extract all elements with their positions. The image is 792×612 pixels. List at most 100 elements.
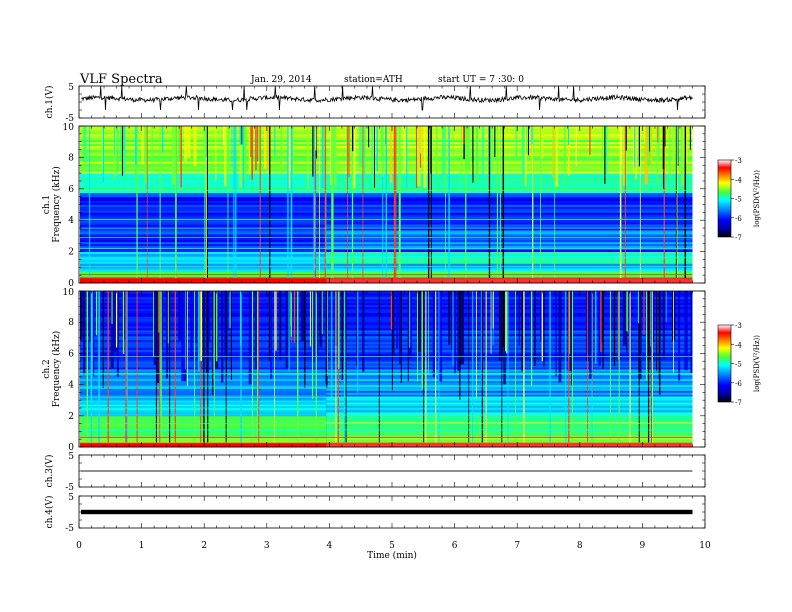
spectrogram-band — [326, 263, 693, 266]
spectrogram-band — [326, 281, 693, 284]
spectrogram-band — [80, 419, 327, 423]
spectrogram-column — [239, 126, 242, 188]
spectrogram-band — [80, 320, 327, 323]
spectrogram-column — [224, 126, 227, 187]
spectrogram-band — [80, 437, 327, 440]
spectrogram-band — [326, 320, 693, 323]
spectrogram-band — [326, 161, 693, 164]
spectrogram-column — [380, 126, 384, 162]
y-axis-channel-label: ch.2 — [42, 359, 52, 378]
spectrogram-band — [80, 324, 327, 327]
spectrogram-column — [371, 126, 374, 186]
spectrogram-column — [690, 291, 693, 373]
spectrogram-band — [326, 210, 693, 213]
spectrogram-column — [279, 291, 282, 361]
spectrogram-band — [326, 310, 693, 313]
spectrogram-band — [80, 200, 327, 203]
spectrogram-band — [326, 363, 693, 366]
date-label: Jan. 29, 2014 — [251, 75, 312, 85]
spectrogram-band — [80, 367, 327, 370]
spectrogram-band — [326, 169, 693, 172]
spectrogram-column — [604, 126, 608, 178]
spectrogram-column — [540, 126, 544, 159]
spectrogram-band — [326, 292, 693, 296]
x-tick-label: 3 — [264, 541, 270, 551]
spectrogram-band — [326, 257, 693, 260]
spectrogram-band — [80, 333, 327, 337]
spectrogram-band — [326, 239, 693, 243]
spectrogram-column — [92, 291, 95, 377]
x-tick-label: 8 — [577, 541, 583, 551]
spectrogram-column — [662, 291, 666, 360]
spectrogram-band — [80, 169, 327, 172]
spectrogram-column — [555, 126, 559, 187]
spectrogram-band — [326, 429, 693, 432]
spectrogram-band — [80, 139, 327, 143]
x-tick-label: 0 — [76, 541, 82, 551]
spectrogram-band — [80, 411, 327, 415]
y-tick-label: 8 — [68, 153, 74, 163]
spectrogram-band — [326, 298, 693, 302]
spectrogram-band — [80, 374, 327, 378]
spectrogram-band — [326, 341, 693, 345]
colorbar-tick-label: -7 — [735, 234, 742, 242]
spectrogram-band — [80, 198, 327, 201]
colorbar — [717, 324, 732, 403]
spectrogram-band — [326, 435, 693, 438]
spectrogram-band — [80, 131, 327, 135]
spectrogram-band — [80, 222, 327, 225]
spectrogram-column — [141, 126, 144, 165]
spectrogram-band — [326, 374, 693, 378]
spectrogram-band — [80, 369, 327, 372]
spectrogram-band — [326, 173, 693, 176]
x-tick-label: 2 — [201, 541, 207, 551]
spectrogram-band — [326, 427, 693, 430]
spectrogram-column — [635, 126, 638, 180]
spectrogram-band — [80, 376, 327, 380]
spectrogram-band — [80, 167, 327, 170]
spectrogram-column — [254, 291, 258, 370]
spectrogram-column — [122, 291, 126, 340]
spectrogram-column — [319, 291, 323, 348]
x-tick-label: 10 — [699, 541, 711, 551]
spectrogram-band — [80, 339, 327, 343]
spectrogram-column — [417, 126, 421, 186]
spectrogram-band — [80, 261, 327, 264]
spectrogram-column — [316, 291, 319, 354]
y-axis-channel-label: ch.1 — [42, 195, 52, 214]
y-tick-label: 5 — [68, 83, 74, 93]
spectrogram-column — [356, 291, 358, 367]
spectrogram-band — [326, 231, 693, 235]
spectrogram-band — [326, 167, 693, 170]
spectrogram-band — [80, 310, 327, 313]
spectrogram-band — [326, 253, 693, 256]
colorbar-tick-label: -6 — [735, 380, 742, 388]
colorbar-tick-label: -4 — [735, 176, 742, 184]
x-tick-label: 5 — [389, 541, 395, 551]
spectrogram-column — [503, 291, 506, 385]
y-tick-label: 6 — [68, 349, 74, 359]
spectrogram-band — [326, 275, 693, 278]
x-tick-label: 7 — [514, 541, 520, 551]
spectrogram-band — [326, 202, 693, 205]
spectrogram-band — [326, 431, 693, 434]
spectrogram-band — [326, 255, 693, 258]
x-axis-label: Time (min) — [367, 550, 417, 561]
no-data-region — [692, 126, 705, 283]
spectrogram-band — [80, 306, 327, 309]
spectrogram-band — [326, 421, 693, 424]
spectrogram-column — [454, 291, 456, 374]
spectrogram-band — [326, 251, 693, 254]
spectrogram-band — [326, 224, 693, 227]
spectrogram-column — [558, 291, 562, 383]
spectrogram-column — [89, 291, 92, 341]
spectrogram-band — [80, 409, 327, 413]
spectrogram-column — [300, 291, 305, 341]
spectrogram-band — [80, 251, 327, 254]
colorbar-tick-label: -5 — [735, 196, 742, 204]
spectrogram-band — [326, 433, 693, 436]
spectrogram-band — [326, 417, 693, 421]
spectrogram-band — [326, 419, 693, 423]
y-axis-label: ch.4(V) — [44, 496, 55, 529]
spectrogram-band — [80, 196, 327, 200]
